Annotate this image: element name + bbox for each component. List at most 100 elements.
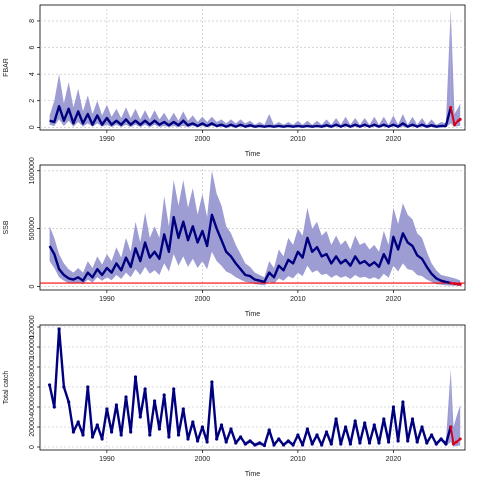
- catch-projection-point: [458, 437, 462, 441]
- catch-point: [205, 440, 209, 444]
- catch-point: [100, 437, 104, 441]
- catch-point: [305, 427, 309, 431]
- fbar-projection-point: [458, 117, 462, 121]
- catch-x-axis-label: Time: [245, 471, 260, 478]
- catch-point: [90, 435, 95, 439]
- catch-point: [353, 419, 357, 423]
- catch-point: [396, 439, 400, 443]
- catch-point: [334, 417, 338, 421]
- catch-point: [310, 442, 314, 446]
- catch-point: [367, 441, 372, 445]
- catch-point: [224, 440, 228, 444]
- catch-point: [372, 423, 376, 427]
- catch-point: [248, 439, 252, 443]
- fbar-projection-point: [449, 105, 453, 109]
- catch-point: [339, 442, 343, 446]
- catch-series-line: [48, 327, 462, 448]
- catch-point: [329, 442, 333, 446]
- catch-point: [167, 435, 171, 439]
- catch-point: [138, 415, 142, 419]
- ssb-series-line: [48, 213, 462, 286]
- catch-point: [62, 385, 66, 389]
- catch-point: [272, 443, 276, 447]
- catch-point: [67, 400, 71, 404]
- catch-point: [281, 443, 286, 447]
- catch-point: [124, 395, 128, 399]
- fbar-x-tick-label: 1990: [99, 136, 115, 143]
- fbar-y-ticks: 0 2 4 6 8: [29, 19, 40, 129]
- catch-point: [172, 387, 176, 391]
- catch-point: [239, 435, 243, 439]
- catch-point: [229, 427, 233, 431]
- catch-point: [315, 433, 319, 437]
- catch-point: [176, 433, 181, 437]
- catch-x-tick-label: 2010: [290, 456, 306, 463]
- catch-panel: 1990 2000 2010 2020 0 2000040000600008000010…: [3, 315, 466, 478]
- catch-point: [434, 442, 438, 446]
- catch-point: [181, 407, 185, 411]
- fbar-x-axis-label: Time: [245, 151, 260, 158]
- catch-point: [391, 405, 395, 409]
- ssb-uncertainty-band: [49, 170, 461, 286]
- catch-point: [119, 433, 123, 437]
- catch-point: [253, 443, 257, 447]
- catch-point: [262, 443, 266, 448]
- catch-uncertainty-band: [49, 327, 461, 447]
- ssb-x-tick-label: 2000: [195, 296, 211, 303]
- catch-point: [406, 439, 410, 443]
- catch-point: [267, 428, 271, 432]
- catch-point: [243, 442, 247, 446]
- catch-point: [363, 421, 367, 425]
- catch-point: [186, 437, 190, 441]
- catch-projection-band: [450, 369, 461, 447]
- fbar-grid: [40, 5, 465, 130]
- catch-point: [358, 441, 362, 445]
- ssb-y-tick-label: 0: [29, 284, 36, 288]
- catch-y-tick-label: 60000: [29, 377, 36, 397]
- catch-point: [301, 443, 305, 447]
- fbar-median-line: [49, 104, 452, 128]
- catch-point: [153, 399, 157, 403]
- catch-point: [430, 433, 434, 437]
- catch-point: [291, 443, 295, 447]
- catch-point: [95, 423, 99, 427]
- catch-point: [234, 441, 238, 445]
- ssb-y-tick-label: 1000000: [29, 157, 36, 184]
- ssb-x-ticks: 1990 2000 2010 2020: [99, 290, 401, 303]
- catch-point: [439, 437, 443, 441]
- catch-y-tick-label: 80000: [29, 357, 36, 377]
- catch-point: [86, 385, 90, 389]
- catch-point: [191, 420, 195, 424]
- catch-point: [320, 443, 324, 447]
- catch-point: [76, 420, 80, 424]
- catch-point: [410, 417, 415, 421]
- catch-y-axis-label: Total catch: [3, 371, 10, 405]
- catch-projection-point: [449, 425, 453, 429]
- ssb-median-line: [48, 213, 451, 285]
- ssb-band-area: [49, 170, 451, 286]
- catch-point: [401, 400, 405, 404]
- catch-point: [52, 405, 56, 409]
- catch-point: [129, 430, 133, 434]
- fbar-series-line: [49, 104, 462, 128]
- ssb-panel: 1990 2000 2010 2020 0 500000 1000000 Time SSB: [3, 157, 466, 318]
- catch-point: [81, 433, 85, 437]
- catch-point: [210, 380, 214, 384]
- catch-point: [48, 383, 52, 387]
- ssb-y-axis-label: SSB: [3, 220, 10, 234]
- catch-projection-line: [449, 426, 461, 446]
- fbar-y-tick-label: 8: [29, 19, 36, 23]
- fbar-band-area: [49, 9, 451, 128]
- fbar-x-tick-label: 2000: [195, 136, 211, 143]
- catch-point: [57, 327, 61, 331]
- catch-point: [344, 425, 348, 429]
- catch-point: [277, 437, 281, 441]
- ssb-projection-point: [453, 282, 456, 286]
- catch-point: [415, 440, 419, 444]
- catch-point: [110, 430, 114, 434]
- ssb-x-tick-label: 2020: [386, 296, 402, 303]
- fbar-x-ticks: 1990 2000 2010 2020: [99, 130, 401, 143]
- catch-point: [105, 407, 109, 411]
- catch-point: [296, 433, 300, 437]
